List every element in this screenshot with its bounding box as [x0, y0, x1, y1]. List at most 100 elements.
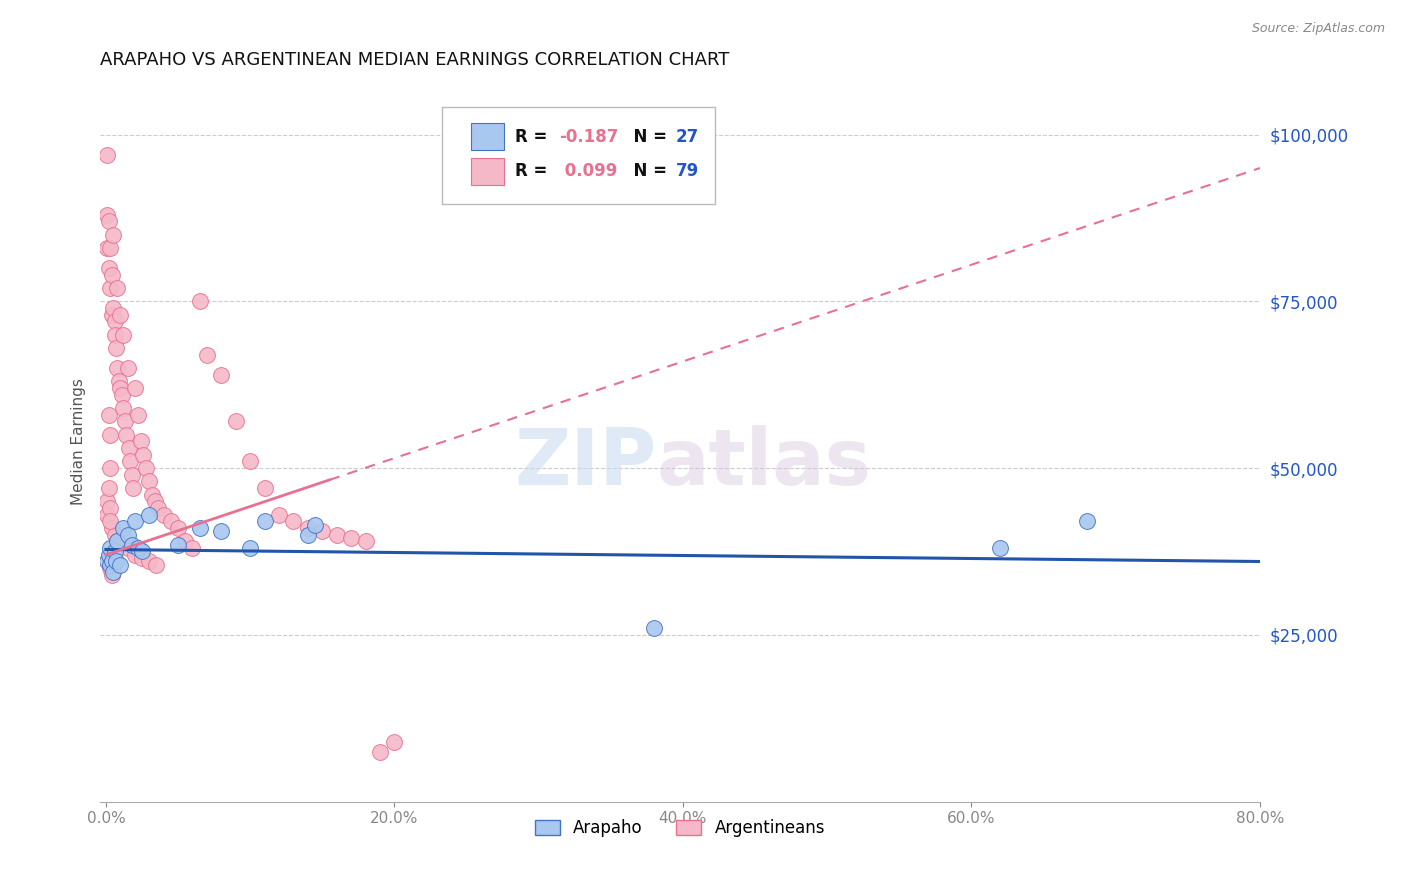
Point [105, 554, 128, 568]
Text: R =: R = [516, 162, 554, 180]
Point [340, 531, 363, 545]
Point [108, 375, 131, 389]
Point [103, 314, 125, 328]
Point [181, 541, 204, 556]
Point [107, 361, 129, 376]
Point [122, 481, 145, 495]
Point [127, 408, 149, 422]
Point [100, 521, 122, 535]
Text: R =: R = [516, 128, 554, 145]
Point [98, 281, 121, 295]
Point [98, 427, 121, 442]
Point [135, 461, 157, 475]
Point [354, 534, 377, 549]
Point [100, 554, 122, 568]
Point [267, 508, 290, 522]
Point [138, 475, 160, 489]
Point [96, 241, 118, 255]
Point [96, 147, 118, 161]
Point [107, 534, 129, 549]
Point [253, 515, 276, 529]
Point [146, 501, 169, 516]
Point [117, 528, 139, 542]
Point [209, 368, 232, 382]
Point [143, 494, 166, 508]
Text: N =: N = [621, 162, 673, 180]
Text: -0.187: -0.187 [560, 128, 619, 145]
Point [159, 515, 181, 529]
Point [297, 521, 319, 535]
Point [110, 308, 132, 322]
Point [97, 214, 120, 228]
Point [167, 538, 190, 552]
Point [101, 565, 124, 579]
Point [115, 427, 138, 442]
Point [112, 401, 135, 416]
Point [174, 534, 197, 549]
FancyBboxPatch shape [443, 106, 714, 203]
Text: 0.099: 0.099 [560, 162, 617, 180]
Point [107, 281, 129, 295]
Point [188, 294, 211, 309]
Point [121, 467, 143, 482]
Point [368, 745, 391, 759]
Point [97, 261, 120, 276]
Point [96, 494, 118, 508]
Point [283, 515, 305, 529]
Point [124, 381, 146, 395]
Point [96, 208, 118, 222]
Point [121, 538, 143, 552]
Text: ZIP: ZIP [515, 425, 657, 501]
Point [101, 227, 124, 242]
Point [114, 414, 136, 428]
Point [101, 301, 124, 315]
Point [110, 381, 132, 395]
Point [103, 327, 125, 342]
Point [131, 544, 153, 558]
Text: 79: 79 [675, 162, 699, 180]
Point [111, 388, 134, 402]
Point [112, 521, 135, 535]
Point [105, 341, 128, 355]
Point [112, 327, 135, 342]
Point [97, 408, 120, 422]
Text: Source: ZipAtlas.com: Source: ZipAtlas.com [1251, 22, 1385, 36]
Point [98, 461, 121, 475]
Point [100, 567, 122, 582]
Point [98, 554, 121, 568]
Point [98, 515, 121, 529]
Point [1076, 515, 1098, 529]
Point [209, 524, 232, 539]
Y-axis label: Median Earnings: Median Earnings [72, 378, 86, 505]
Point [103, 528, 125, 542]
Point [141, 488, 163, 502]
Point [100, 308, 122, 322]
Point [98, 501, 121, 516]
Point [988, 541, 1011, 556]
Point [110, 558, 132, 572]
Point [304, 517, 326, 532]
Point [124, 548, 146, 562]
Point [225, 414, 247, 428]
Point [98, 561, 121, 575]
Point [101, 551, 124, 566]
Point [100, 268, 122, 282]
Point [167, 521, 190, 535]
Point [98, 558, 121, 572]
Point [97, 548, 120, 562]
Point [124, 515, 146, 529]
Point [152, 508, 174, 522]
Text: 27: 27 [675, 128, 699, 145]
Point [188, 521, 211, 535]
Point [195, 348, 218, 362]
Text: atlas: atlas [657, 425, 872, 501]
Point [127, 541, 149, 556]
Point [325, 528, 347, 542]
Point [96, 508, 118, 522]
Point [97, 481, 120, 495]
Point [239, 541, 262, 556]
Point [107, 534, 129, 549]
Point [98, 541, 121, 556]
Point [110, 538, 132, 552]
Point [117, 361, 139, 376]
